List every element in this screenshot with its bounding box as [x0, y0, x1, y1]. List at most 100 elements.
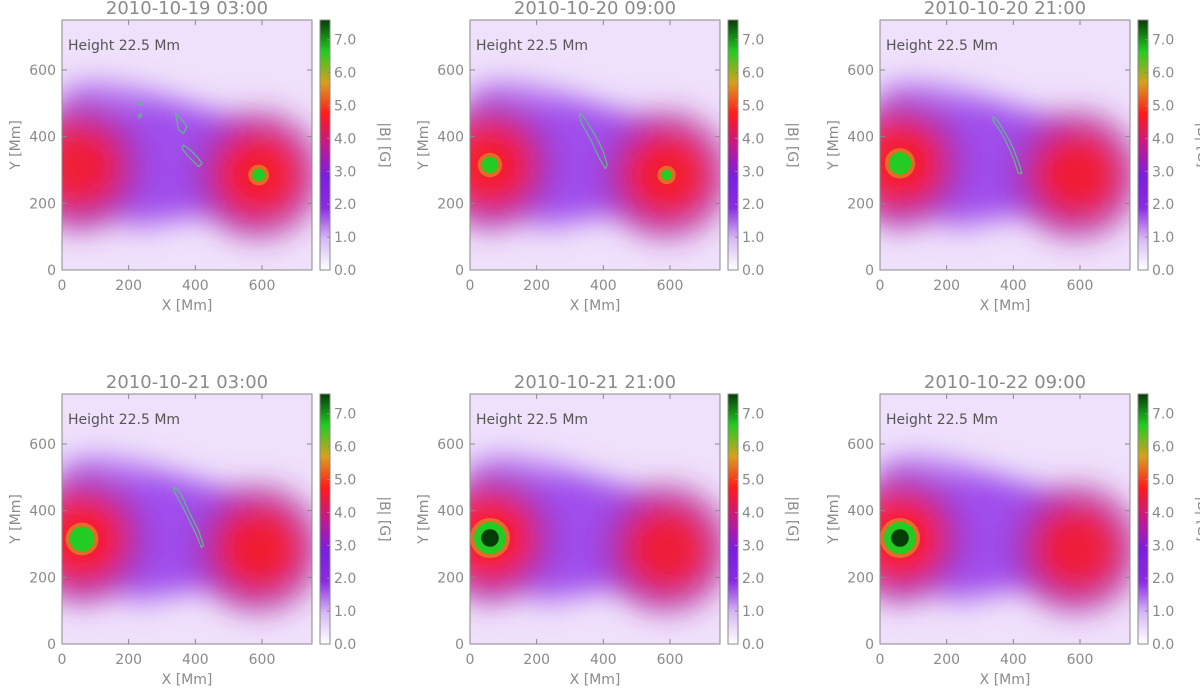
y-tick-label: 200 — [437, 196, 464, 212]
y-tick-label: 0 — [865, 263, 874, 279]
colorbar-label: |B| [G] — [1194, 122, 1200, 167]
colorbar-tick-label: 1.0 — [742, 604, 764, 620]
field-body — [470, 457, 720, 613]
y-tick-label: 600 — [437, 437, 464, 453]
y-tick-label: 600 — [29, 437, 56, 453]
y-tick-label: 200 — [29, 570, 56, 586]
colorbar-tick-label: 4.0 — [742, 505, 764, 521]
colorbar-tick-label: 4.0 — [1152, 131, 1174, 147]
y-tick-label: 200 — [29, 196, 56, 212]
plot-frame — [879, 19, 1131, 271]
y-tick-label: 400 — [847, 130, 874, 146]
height-annotation: Height 22.5 Mm — [886, 38, 998, 54]
x-tick-label: 0 — [466, 652, 475, 668]
peak-right-green — [661, 169, 672, 181]
colorbar-tick-label: 0.0 — [334, 637, 356, 653]
colorbar-tick-label: 2.0 — [1152, 197, 1174, 213]
panel-1: 0 200 400 600 0 200 400 600 2010-10-19 03:00 Heig… — [8, 0, 392, 314]
contour-3 — [137, 100, 143, 107]
colorbar-tick-label: 4.0 — [1152, 505, 1174, 521]
x-tick-label: 600 — [1067, 652, 1094, 668]
colorbar-tick-label: 3.0 — [742, 538, 764, 554]
y-tick-label: 0 — [455, 263, 464, 279]
y-axis-label: Y [Mm] — [416, 120, 432, 171]
colorbar-tick-label: 7.0 — [742, 33, 764, 49]
field-map — [470, 20, 720, 270]
y-tick-label: 200 — [847, 196, 874, 212]
x-tick-label: 200 — [523, 652, 550, 668]
colorbar — [1137, 393, 1149, 645]
panel-title: 2010-10-21 03:00 — [106, 372, 268, 393]
plot-frame — [61, 393, 313, 645]
colorbar-tick-label: 7.0 — [334, 33, 356, 49]
x-tick-label: 200 — [115, 278, 142, 294]
field-map — [880, 394, 1130, 644]
colorbar-tick-label: 7.0 — [1152, 407, 1174, 423]
y-axis-label: Y [Mm] — [826, 120, 842, 171]
colorbar-tick-label: 1.0 — [1152, 230, 1174, 246]
y-tick-label: 0 — [455, 637, 464, 653]
x-tick-label: 600 — [657, 652, 684, 668]
peak-left-green — [481, 156, 499, 174]
y-axis-label: Y [Mm] — [416, 494, 432, 545]
height-annotation: Height 22.5 Mm — [476, 38, 588, 54]
x-tick-label: 600 — [657, 278, 684, 294]
x-tick-label: 400 — [590, 652, 617, 668]
colorbar-tick-label: 5.0 — [742, 473, 764, 489]
field-map — [62, 20, 312, 270]
colorbar-tick-label: 3.0 — [1152, 164, 1174, 180]
colorbar-tick-label: 4.0 — [334, 505, 356, 521]
panel-4: 0 200 400 600 0 200 400 600 2010-10-21 03:00 Heig… — [8, 372, 392, 688]
x-tick-label: 0 — [58, 652, 67, 668]
colorbar-label: |B| [G] — [376, 496, 392, 541]
colorbar-tick-label: 6.0 — [334, 66, 356, 82]
y-tick-label: 0 — [47, 637, 56, 653]
colorbar-tick-label: 4.0 — [334, 131, 356, 147]
y-tick-label: 0 — [47, 263, 56, 279]
colorbar-tick-label: 5.0 — [1152, 473, 1174, 489]
height-annotation: Height 22.5 Mm — [886, 412, 998, 428]
field-body — [880, 83, 1130, 239]
x-axis-label: X [Mm] — [980, 298, 1031, 314]
contour-1 — [172, 486, 205, 549]
x-tick-label: 400 — [182, 652, 209, 668]
x-tick-label: 600 — [249, 278, 276, 294]
colorbar-tick-label: 7.0 — [742, 407, 764, 423]
colorbar-tick-label: 3.0 — [334, 164, 356, 180]
x-axis-label: X [Mm] — [162, 298, 213, 314]
colorbar-tick-label: 0.0 — [742, 263, 764, 279]
colorbar-tick-label: 2.0 — [334, 571, 356, 587]
field-map — [880, 20, 1130, 270]
y-tick-label: 400 — [847, 504, 874, 520]
colorbar-tick-label: 2.0 — [1152, 571, 1174, 587]
plot-frame — [61, 19, 313, 271]
y-tick-label: 600 — [29, 63, 56, 79]
colorbar-tick-label: 2.0 — [742, 197, 764, 213]
contour-1 — [578, 112, 608, 170]
colorbar-tick-label: 1.0 — [1152, 604, 1174, 620]
colorbar-tick-label: 5.0 — [334, 473, 356, 489]
colorbar-tick-label: 1.0 — [334, 604, 356, 620]
x-axis-label: X [Mm] — [570, 672, 621, 688]
panel-title: 2010-10-22 09:00 — [924, 372, 1086, 393]
panel-title: 2010-10-20 21:00 — [924, 0, 1086, 19]
peak-right-red — [1034, 133, 1119, 217]
x-tick-label: 0 — [876, 278, 885, 294]
peak-right-green — [252, 168, 266, 182]
colorbar — [1137, 19, 1149, 271]
x-axis-label: X [Mm] — [980, 672, 1031, 688]
field-map — [62, 394, 312, 644]
panel-2: 0 200 400 600 0 200 400 600 2010-10-20 09:00 Heig… — [416, 0, 800, 314]
y-tick-label: 400 — [29, 130, 56, 146]
colorbar — [727, 393, 739, 645]
panel-3: 0 200 400 600 0 200 400 600 2010-10-20 21:00 Heig… — [826, 0, 1200, 314]
colorbar-tick-label: 2.0 — [334, 197, 356, 213]
plot-frame — [879, 393, 1131, 645]
x-tick-label: 0 — [58, 278, 67, 294]
contour-1 — [992, 115, 1023, 174]
colorbar-tick-label: 6.0 — [742, 66, 764, 82]
x-axis-label: X [Mm] — [570, 298, 621, 314]
x-tick-label: 400 — [182, 278, 209, 294]
x-axis-label: X [Mm] — [162, 672, 213, 688]
y-tick-label: 600 — [847, 63, 874, 79]
